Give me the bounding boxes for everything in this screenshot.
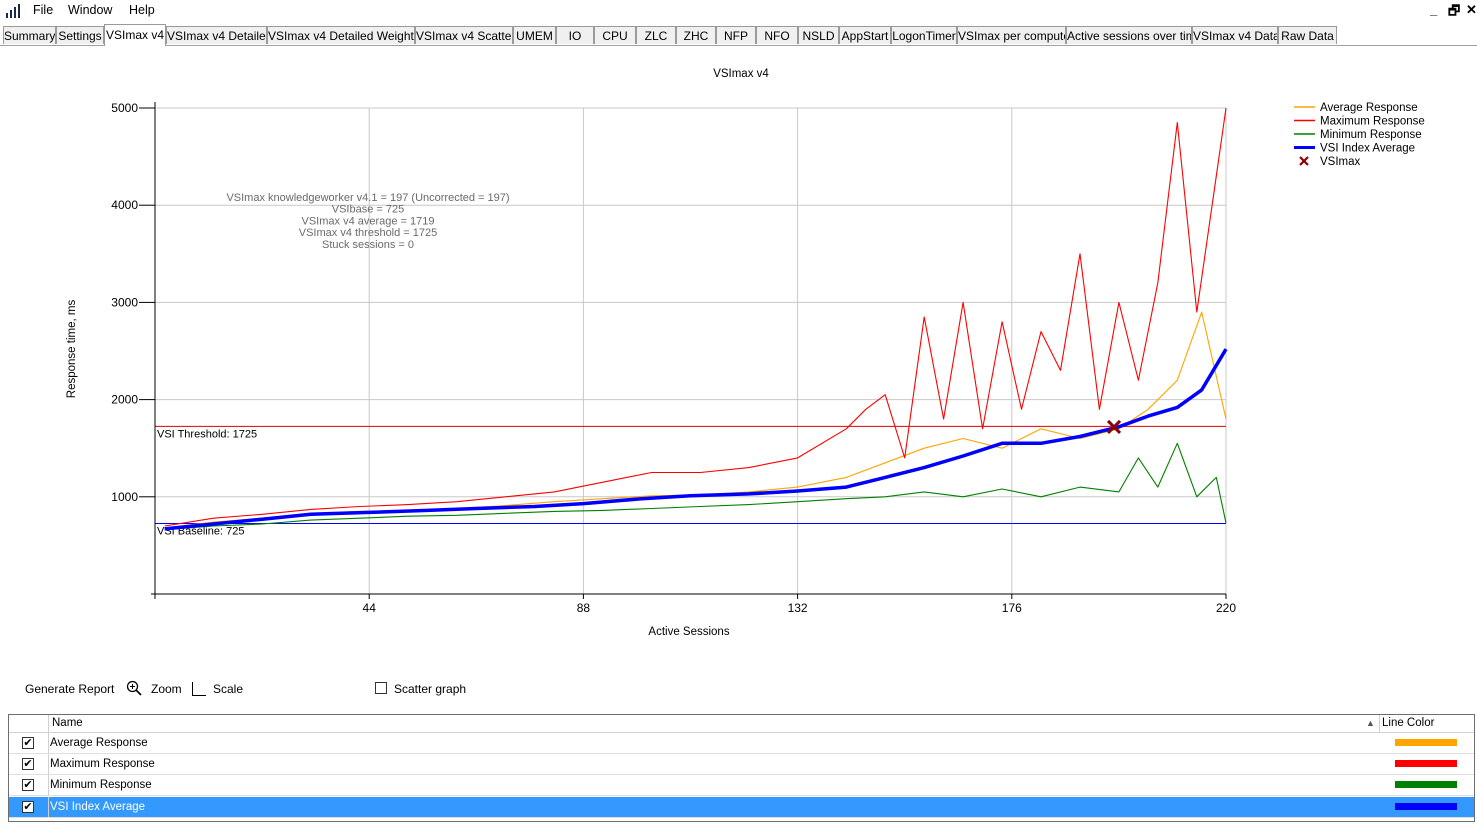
x-tick-label: 220	[1216, 601, 1236, 615]
sort-arrow-icon: ▲	[1366, 718, 1375, 728]
scatter-graph-label: Scatter graph	[394, 682, 467, 696]
menu-bar: File Window Help _ 🗗 ✕	[0, 0, 1477, 22]
scale-icon[interactable]	[192, 682, 206, 696]
tab-nfo[interactable]: NFO	[756, 26, 798, 44]
tab-raw-data[interactable]: Raw Data	[1278, 26, 1337, 44]
close-icon[interactable]: ✕	[1466, 2, 1477, 17]
grid-row[interactable]: ✔ Minimum Response	[9, 775, 1474, 797]
generate-report-button[interactable]: Generate Report	[25, 682, 115, 696]
tab-vsimax-v4-scatter[interactable]: VSImax v4 Scatter	[415, 26, 513, 44]
tab-vsimax-v4[interactable]: VSImax v4	[104, 24, 166, 46]
grid-header-name[interactable]: Name	[52, 717, 83, 729]
legend-entry: Maximum Response	[1320, 116, 1425, 128]
tab-io[interactable]: IO	[556, 26, 594, 44]
line-color-swatch[interactable]	[1395, 802, 1457, 810]
series-line	[164, 107, 1227, 527]
legend-entry: VSI Index Average	[1320, 143, 1415, 155]
legend-swatch	[1299, 156, 1309, 166]
x-tick-label: 88	[577, 601, 591, 615]
info-line: VSImax v4 average = 1719	[302, 215, 435, 227]
menu-window[interactable]: Window	[68, 3, 113, 17]
row-checkbox[interactable]: ✔	[22, 800, 34, 813]
tab-logontimer[interactable]: LogonTimer	[891, 26, 957, 44]
series-grid: Name ▲ Line Color ✔ Average Response ✔ Maxi…	[8, 714, 1475, 822]
reference-line-label: VSI Threshold: 1725	[157, 428, 257, 440]
vsimax-marker	[1106, 419, 1122, 434]
x-tick-label: 44	[363, 601, 377, 615]
info-line: VSImax v4 threshold = 1725	[299, 227, 438, 239]
grid-header: Name ▲ Line Color	[9, 715, 1474, 733]
row-checkbox[interactable]: ✔	[22, 779, 34, 792]
tab-vsimax-per-computer[interactable]: VSImax per computer	[957, 26, 1066, 44]
scatter-graph-checkbox[interactable]	[375, 682, 387, 694]
series-line	[164, 442, 1227, 531]
info-line: VSImax knowledgeworker v4.1 = 197 (Uncor…	[226, 192, 509, 204]
y-tick-label: 2000	[111, 393, 138, 407]
grid-row[interactable]: ✔ Maximum Response	[9, 754, 1474, 776]
line-color-swatch[interactable]	[1395, 781, 1457, 789]
y-tick-label: 1000	[111, 490, 138, 504]
tab-zlc[interactable]: ZLC	[636, 26, 676, 44]
grid-row[interactable]: ✔ Average Response	[9, 733, 1474, 754]
chart-title: VSImax v4	[713, 68, 769, 80]
minimize-icon[interactable]: _	[1430, 2, 1438, 17]
series-line	[164, 348, 1228, 531]
zoom-button[interactable]: Zoom	[151, 682, 182, 696]
app-icon	[6, 4, 22, 18]
grid-header-line-color[interactable]: Line Color	[1382, 717, 1435, 729]
tab-appstart[interactable]: AppStart	[839, 26, 891, 44]
row-name: Maximum Response	[50, 758, 155, 771]
y-tick-label: 4000	[111, 198, 138, 212]
x-tick-label: 132	[788, 601, 808, 615]
y-axis-label: Response time, ms	[66, 300, 78, 399]
row-name: Minimum Response	[50, 779, 152, 792]
tab-summary[interactable]: Summary	[3, 26, 56, 44]
legend-entry: VSImax	[1320, 156, 1361, 168]
line-color-swatch[interactable]	[1395, 739, 1457, 746]
row-checkbox[interactable]: ✔	[22, 758, 34, 771]
tab-active-sessions-over-time[interactable]: Active sessions over time	[1066, 26, 1192, 44]
scale-button[interactable]: Scale	[213, 682, 244, 696]
y-tick-label: 5000	[111, 101, 138, 115]
tab-zhc[interactable]: ZHC	[676, 26, 716, 44]
tab-vsimax-v4-data[interactable]: VSImax v4 Data	[1192, 26, 1278, 44]
menu-help[interactable]: Help	[129, 3, 155, 17]
grid-row[interactable]: ✔ VSI Index Average	[9, 796, 1474, 818]
y-tick-label: 3000	[111, 295, 138, 309]
row-name: VSI Index Average	[50, 800, 146, 813]
grid-header-select	[9, 715, 49, 732]
tab-nfp[interactable]: NFP	[716, 26, 756, 44]
info-line: VSIbase = 725	[332, 204, 404, 216]
tab-vsimax-v4-detailed-weighted[interactable]: VSImax v4 Detailed Weighted	[267, 26, 415, 44]
line-color-swatch[interactable]	[1395, 760, 1457, 768]
row-checkbox[interactable]: ✔	[22, 737, 34, 749]
tab-vsimax-v4-detailed[interactable]: VSImax v4 Detailed	[166, 26, 267, 44]
tab-cpu[interactable]: CPU	[594, 26, 636, 44]
restore-icon[interactable]: 🗗	[1448, 3, 1461, 18]
row-name: Average Response	[50, 737, 148, 749]
legend-entry: Average Response	[1320, 102, 1418, 114]
tab-umem[interactable]: UMEM	[513, 26, 556, 44]
info-line: Stuck sessions = 0	[322, 239, 414, 251]
tab-nsld[interactable]: NSLD	[798, 26, 839, 44]
x-tick-label: 176	[1002, 601, 1022, 615]
zoom-icon[interactable]	[126, 680, 142, 696]
legend-entry: Minimum Response	[1320, 129, 1422, 141]
tab-bar: Summary Settings VSImax v4 VSImax v4 Det…	[0, 24, 1477, 46]
tab-settings[interactable]: Settings	[56, 26, 104, 44]
menu-file[interactable]: File	[33, 3, 54, 17]
x-axis-label: Active Sessions	[648, 626, 729, 638]
